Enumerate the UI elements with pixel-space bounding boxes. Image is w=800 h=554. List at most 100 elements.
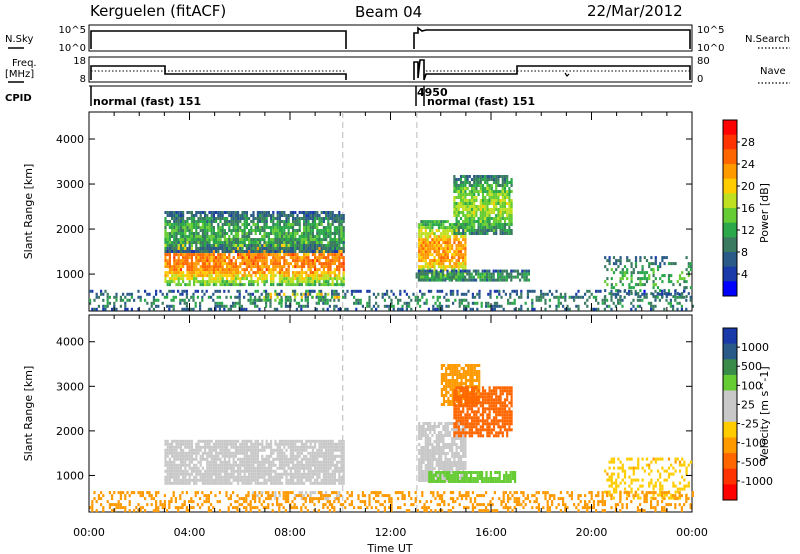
data-cell — [333, 229, 336, 232]
data-cell — [453, 232, 456, 235]
data-cell — [431, 272, 434, 276]
data-cell — [177, 271, 180, 275]
data-cell — [320, 241, 323, 244]
data-cell — [484, 214, 487, 217]
data-cell — [239, 265, 242, 269]
data-cell — [237, 445, 240, 449]
data-cell — [190, 238, 193, 241]
data-cell — [272, 274, 275, 278]
data-cell — [265, 298, 268, 302]
data-cell — [219, 463, 222, 467]
data-cell — [261, 220, 264, 223]
data-cell — [338, 271, 341, 275]
data-cell — [303, 271, 306, 275]
data-cell — [205, 289, 208, 293]
data-cell — [489, 295, 492, 299]
data-cell — [490, 217, 493, 220]
data-cell — [388, 295, 391, 299]
data-cell — [479, 208, 482, 211]
data-cell — [179, 277, 182, 281]
data-cell — [464, 217, 467, 220]
data-cell — [236, 289, 239, 293]
data-cell — [168, 277, 171, 281]
data-cell — [455, 178, 458, 181]
data-cell — [212, 463, 215, 467]
data-cell — [212, 454, 215, 458]
data-cell — [226, 211, 229, 214]
data-cell — [453, 205, 456, 208]
data-cell — [215, 451, 218, 455]
data-cell — [201, 295, 204, 299]
data-cell — [177, 241, 180, 244]
data-cell — [278, 439, 281, 443]
data-cell — [316, 481, 319, 485]
data-cell — [305, 442, 308, 446]
data-cell — [241, 277, 244, 281]
data-cell — [340, 220, 343, 223]
data-cell — [438, 295, 441, 299]
data-cell — [175, 238, 178, 241]
data-cell — [520, 304, 523, 308]
data-cell — [448, 275, 451, 279]
data-cell — [256, 265, 259, 269]
data-cell — [206, 472, 209, 476]
data-cell — [186, 277, 189, 281]
data-cell — [241, 469, 244, 473]
data-cell — [314, 250, 317, 253]
data-cell — [263, 232, 266, 235]
data-cell — [670, 274, 673, 278]
data-cell — [488, 220, 491, 223]
data-cell — [456, 289, 459, 293]
data-cell — [237, 451, 240, 455]
data-cell — [206, 451, 209, 455]
data-cell — [254, 247, 257, 250]
data-cell — [353, 301, 356, 305]
data-cell — [267, 295, 270, 299]
data-cell — [217, 250, 220, 253]
data-cell — [298, 229, 301, 232]
data-cell — [195, 274, 198, 278]
data-cell — [331, 232, 334, 235]
data-cell — [190, 232, 193, 235]
data-cell — [634, 265, 638, 269]
data-cell — [175, 217, 178, 220]
data-cell — [294, 295, 297, 299]
data-cell — [490, 199, 493, 202]
data-cell — [464, 223, 467, 226]
data-cell — [164, 226, 167, 229]
data-cell — [298, 451, 301, 455]
data-cell — [265, 304, 268, 308]
data-cell — [436, 307, 439, 311]
data-cell — [259, 211, 262, 214]
data-cell — [225, 295, 228, 299]
data-cell — [188, 448, 191, 452]
data-cell — [201, 217, 204, 220]
data-cell — [284, 304, 287, 308]
data-cell — [656, 268, 660, 272]
data-cell — [274, 439, 277, 443]
data-cell — [676, 292, 679, 296]
data-cell — [171, 274, 174, 278]
data-cell — [234, 304, 237, 308]
data-cell — [320, 262, 323, 266]
data-cell — [329, 451, 332, 455]
data-cell — [533, 289, 536, 293]
data-cell — [333, 274, 336, 278]
data-cell — [311, 214, 314, 217]
data-cell — [247, 292, 250, 296]
data-cell — [237, 271, 240, 275]
data-cell — [263, 217, 266, 220]
data-cell — [294, 235, 297, 238]
data-cell — [468, 175, 471, 178]
data-cell — [678, 277, 682, 281]
data-cell — [238, 292, 241, 296]
data-cell — [457, 187, 460, 190]
data-cell — [641, 292, 644, 296]
data-cell — [331, 247, 334, 250]
data-cell — [287, 250, 290, 253]
data-cell — [483, 269, 486, 273]
data-cell — [497, 181, 500, 184]
data-cell — [501, 208, 504, 211]
data-cell — [661, 274, 664, 278]
data-cell — [182, 265, 185, 269]
